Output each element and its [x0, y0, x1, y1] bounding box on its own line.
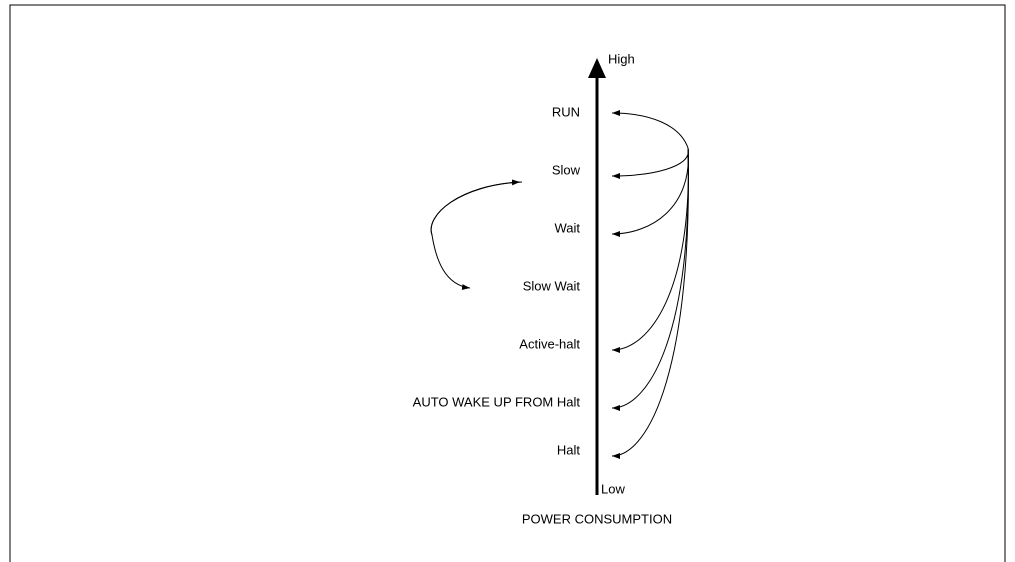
axis-title: POWER CONSUMPTION: [522, 511, 672, 526]
frame: [9, 4, 1006, 562]
transition-arrow: [611, 147, 689, 411]
transition-arrow: [611, 147, 689, 459]
mode-label: Halt: [557, 442, 581, 457]
axis-low: Low: [601, 481, 625, 496]
transition-arrow: [611, 147, 689, 353]
mode-label: RUN: [552, 104, 580, 119]
slow-loop: [430, 181, 523, 291]
transition-arrow: [611, 110, 689, 149]
axis-high: High: [608, 51, 635, 66]
mode-label: Active-halt: [519, 336, 580, 351]
transition-arrow: [611, 147, 689, 237]
transition-arrow: [611, 147, 689, 179]
axis-arrow: [588, 58, 606, 78]
mode-label: Slow Wait: [523, 278, 581, 293]
mode-labels: RUN Slow Wait Slow Wait Active-halt AUTO WAKE…: [413, 104, 581, 457]
mode-label: AUTO WAKE UP FROM Halt: [413, 394, 581, 409]
slow-loop-back: [430, 179, 521, 236]
mode-label: Slow: [552, 162, 581, 177]
mode-label: Wait: [554, 220, 580, 235]
